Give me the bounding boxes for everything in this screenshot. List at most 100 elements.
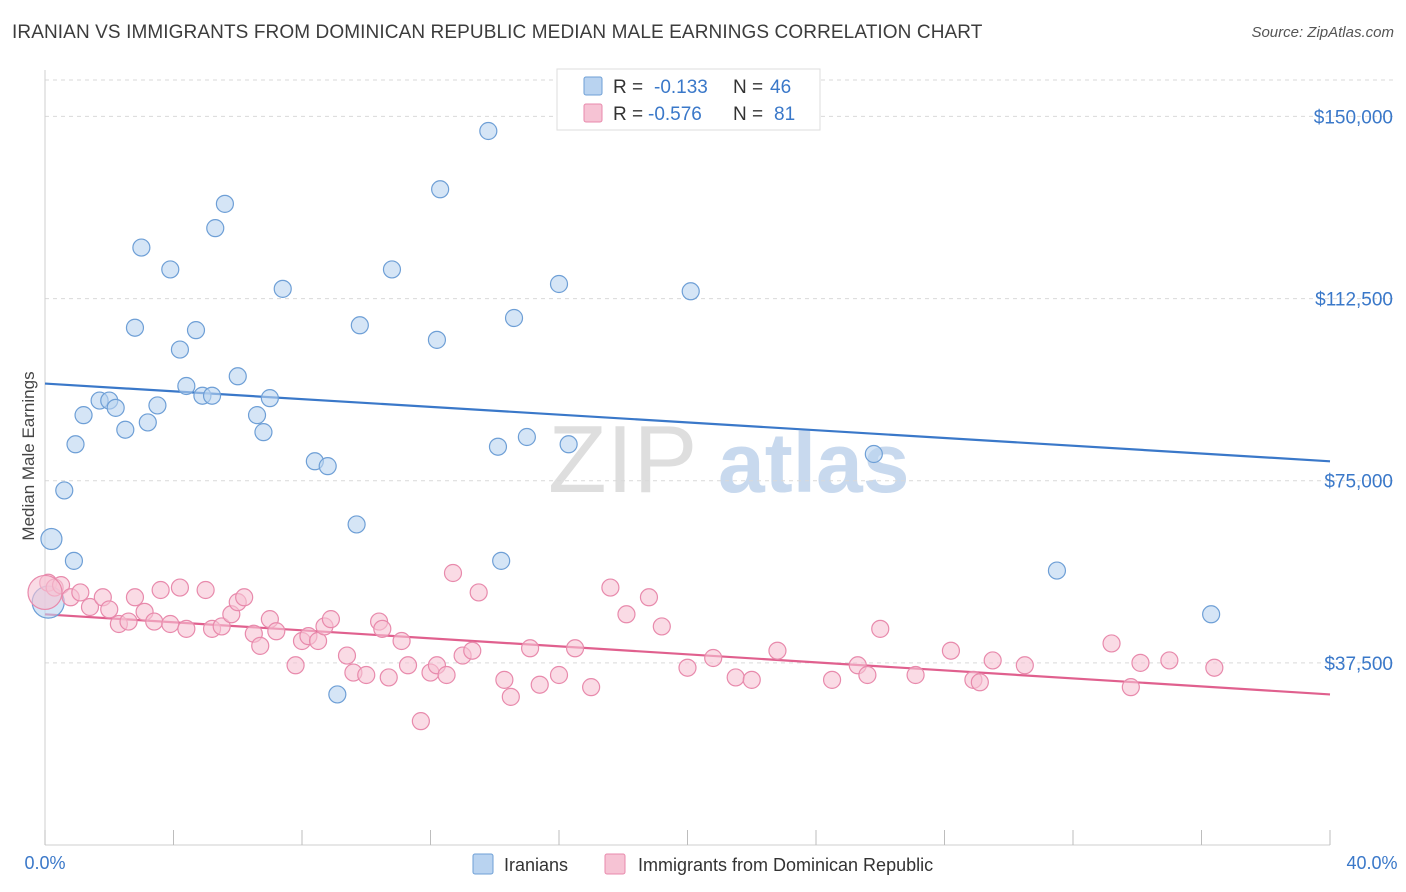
point-dominican <box>742 670 761 689</box>
stats-swatch-pink <box>583 103 603 123</box>
point-iranians <box>328 685 347 704</box>
point-dominican <box>373 619 392 638</box>
point-iranians <box>138 413 157 432</box>
legend-swatch-dominican <box>604 853 626 875</box>
y-axis-label: Median Male Earnings <box>19 371 38 540</box>
point-dominican <box>495 670 514 689</box>
point-dominican <box>1131 653 1150 672</box>
point-dominican <box>286 656 305 675</box>
point-dominican <box>469 583 488 602</box>
point-iranians <box>206 219 225 238</box>
point-dominican <box>151 580 170 600</box>
point-dominican <box>80 597 100 617</box>
y-tick-label: $37,500 <box>1324 654 1393 675</box>
point-iranians <box>170 340 190 359</box>
watermark-atlas: atlas <box>718 416 909 510</box>
series-legend: Iranians Immigrants from Dominican Repub… <box>472 853 933 875</box>
point-dominican <box>27 574 63 611</box>
point-dominican <box>125 588 145 607</box>
point-iranians <box>161 260 180 279</box>
stats-r-value-1: -0.133 <box>654 77 708 98</box>
stats-swatch-blue <box>583 76 603 96</box>
point-iranians <box>215 194 234 213</box>
x-tick-label: 0.0% <box>24 853 65 873</box>
point-iranians <box>864 444 883 464</box>
point-dominican <box>398 656 418 675</box>
point-dominican <box>704 648 723 668</box>
point-dominican <box>726 668 745 687</box>
point-iranians <box>273 279 292 298</box>
point-iranians <box>549 274 569 294</box>
point-dominican <box>321 610 341 629</box>
point-iranians <box>247 406 267 425</box>
y-tick-label: $75,000 <box>1324 472 1393 493</box>
point-dominican <box>392 631 411 651</box>
point-iranians <box>202 386 222 405</box>
point-iranians <box>125 318 145 337</box>
point-iranians <box>254 423 273 442</box>
stats-n-value-2: 81 <box>774 104 795 125</box>
stats-r-label-2: R = <box>613 104 643 125</box>
point-dominican <box>970 673 989 692</box>
point-iranians <box>132 238 151 257</box>
point-iranians <box>186 321 206 340</box>
point-iranians <box>148 396 167 415</box>
point-iranians <box>318 457 337 476</box>
point-dominican <box>520 639 540 658</box>
point-dominican <box>251 636 270 655</box>
point-iranians <box>74 406 93 425</box>
source-label: Source: ZipAtlas.com <box>1251 24 1394 41</box>
point-dominican <box>1205 658 1224 677</box>
legend-label-iranians: Iranians <box>504 855 568 875</box>
point-iranians <box>1047 561 1067 580</box>
point-dominican <box>1102 634 1121 653</box>
point-iranians <box>504 308 524 328</box>
point-dominican <box>678 658 697 677</box>
point-dominican <box>119 612 138 631</box>
point-iranians <box>492 551 511 570</box>
axes: $37,500 $75,000 $112,500 $150,000 0.0% 40.0% <box>24 70 1398 873</box>
point-dominican <box>941 641 961 660</box>
point-dominican <box>652 617 671 636</box>
y-tick-label: $112,500 <box>1315 290 1393 311</box>
stats-r-value-2: -0.576 <box>648 104 702 125</box>
point-dominican <box>565 639 585 658</box>
point-iranians <box>350 316 369 335</box>
point-dominican <box>212 617 231 636</box>
point-dominican <box>1015 656 1034 675</box>
point-iranians <box>228 367 247 386</box>
trend-line-iranians <box>44 382 1331 463</box>
stats-r-label-1: R = <box>613 77 643 98</box>
point-iranians <box>55 481 74 500</box>
point-iranians <box>479 121 498 141</box>
point-dominican <box>411 712 430 731</box>
legend-swatch-iranians <box>472 853 494 875</box>
point-iranians <box>40 527 63 551</box>
legend-label-dominican: Immigrants from Dominican Republic <box>638 855 933 875</box>
stats-n-value-1: 46 <box>770 77 791 98</box>
point-dominican <box>463 641 482 660</box>
point-dominican <box>549 665 569 685</box>
scatter-points <box>27 121 1224 731</box>
point-dominican <box>617 605 636 624</box>
point-iranians <box>427 330 447 349</box>
stats-n-label-2: N = <box>733 104 763 125</box>
stats-n-label-1: N = <box>733 77 763 98</box>
point-dominican <box>145 612 164 631</box>
y-tick-label: $150,000 <box>1314 107 1393 128</box>
point-dominican <box>983 651 1002 670</box>
point-iranians <box>347 515 366 534</box>
stats-legend: R = -0.133 N = 46 R = -0.576 N = 81 <box>556 68 821 131</box>
chart-title: IRANIAN VS IMMIGRANTS FROM DOMINICAN REP… <box>12 22 983 43</box>
point-dominican <box>601 578 620 597</box>
point-dominican <box>161 614 180 634</box>
point-dominican <box>768 641 787 660</box>
point-dominican <box>437 665 456 685</box>
point-dominican <box>582 678 601 697</box>
point-dominican <box>177 619 196 638</box>
point-iranians <box>106 398 125 417</box>
point-iranians <box>431 180 450 199</box>
point-iranians <box>488 437 508 456</box>
watermark-zip: ZIP <box>548 406 697 513</box>
point-dominican <box>871 619 890 638</box>
